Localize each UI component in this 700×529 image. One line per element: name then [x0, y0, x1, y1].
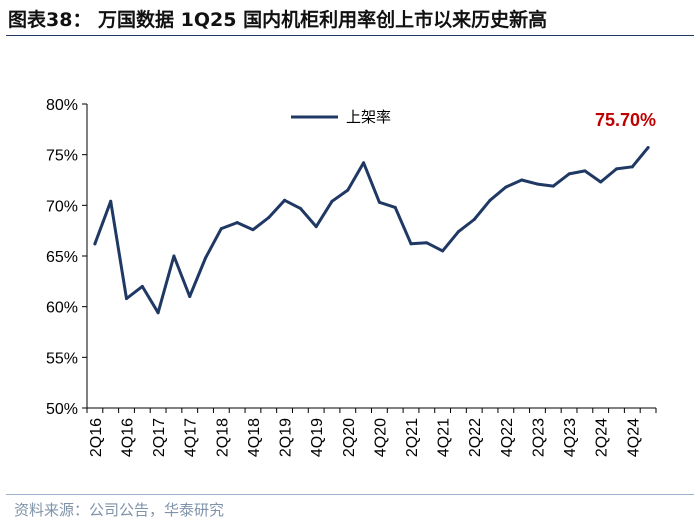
x-tick-label: 2Q16	[88, 418, 105, 457]
data-point	[393, 205, 397, 209]
data-point	[488, 198, 492, 202]
x-tick-label: 4Q23	[562, 418, 579, 457]
data-point	[520, 178, 524, 182]
legend-label: 上架率	[346, 108, 391, 126]
data-point	[456, 230, 460, 234]
data-point	[346, 188, 350, 192]
data-point	[377, 200, 381, 204]
x-tick-label: 4Q16	[120, 418, 137, 457]
data-point	[472, 218, 476, 222]
x-tick-label: 2Q21	[404, 418, 421, 457]
data-point	[219, 227, 223, 231]
x-tick-label: 2Q24	[594, 418, 611, 457]
series-group	[93, 146, 650, 315]
line-chart: 50%55%60%65%70%75%80% 2Q16 4Q16 2Q17 4Q17 2Q…	[46, 97, 657, 457]
source-note: 资料来源：公司公告，华泰研究	[14, 501, 225, 519]
y-tick-label: 70%	[46, 198, 78, 215]
data-point	[251, 228, 255, 232]
data-point	[188, 295, 192, 299]
y-tick-label: 50%	[46, 401, 78, 418]
x-tick-label: 2Q18	[214, 418, 231, 457]
x-tick-label: 4Q20	[372, 418, 389, 457]
data-point	[362, 161, 366, 165]
y-tick-label: 80%	[46, 97, 78, 114]
footer-divider	[6, 494, 694, 495]
data-point	[441, 249, 445, 253]
y-tick-label: 55%	[46, 350, 78, 367]
data-point	[109, 199, 113, 203]
y-tick-label: 65%	[46, 249, 78, 266]
data-point	[204, 256, 208, 260]
x-tick-label: 4Q18	[246, 418, 263, 457]
data-point	[583, 169, 587, 173]
data-point	[535, 182, 539, 186]
data-point	[140, 284, 144, 288]
y-axis-ticks: 50% 55% 60% 65% 70% 75% 80%	[46, 97, 87, 418]
data-point	[630, 165, 634, 169]
title-divider	[6, 35, 694, 36]
legend: 上架率	[291, 108, 391, 126]
data-point	[314, 225, 318, 229]
x-tick-label: 2Q19	[278, 418, 295, 457]
data-point	[551, 184, 555, 188]
x-tick-label: 2Q23	[530, 418, 547, 457]
x-tick-label: 4Q17	[183, 418, 200, 457]
data-point	[125, 297, 129, 301]
data-point	[172, 254, 176, 258]
annotation-last-value: 75.70%	[595, 110, 656, 130]
x-tick-label: 2Q17	[151, 418, 168, 457]
data-point	[504, 185, 508, 189]
x-tick-label: 4Q22	[499, 418, 516, 457]
data-point	[235, 221, 239, 225]
data-point	[93, 242, 97, 246]
data-point	[567, 172, 571, 176]
data-point	[646, 146, 650, 150]
x-tick-label: 4Q24	[625, 418, 642, 457]
data-point	[409, 242, 413, 246]
x-tick-label: 4Q19	[309, 418, 326, 457]
x-tick-label: 2Q20	[341, 418, 358, 457]
series-line	[93, 146, 650, 315]
x-axis-ticks: 2Q16 4Q16 2Q17 4Q17 2Q18 4Q18 2Q19 4Q19 2Q20 4Q20…	[86, 408, 657, 457]
data-point	[425, 241, 429, 245]
data-point	[298, 206, 302, 210]
data-point	[156, 311, 160, 315]
data-point	[614, 167, 618, 171]
y-tick-label: 60%	[46, 300, 78, 317]
x-tick-label: 2Q22	[467, 418, 484, 457]
data-point	[267, 215, 271, 219]
data-point	[283, 198, 287, 202]
data-point	[599, 180, 603, 184]
data-point	[330, 199, 334, 203]
y-tick-label: 75%	[46, 148, 78, 165]
figure-title: 图表38： 万国数据 1Q25 国内机柜利用率创上市以来历史新高	[8, 9, 548, 31]
x-tick-label: 4Q21	[436, 418, 453, 457]
